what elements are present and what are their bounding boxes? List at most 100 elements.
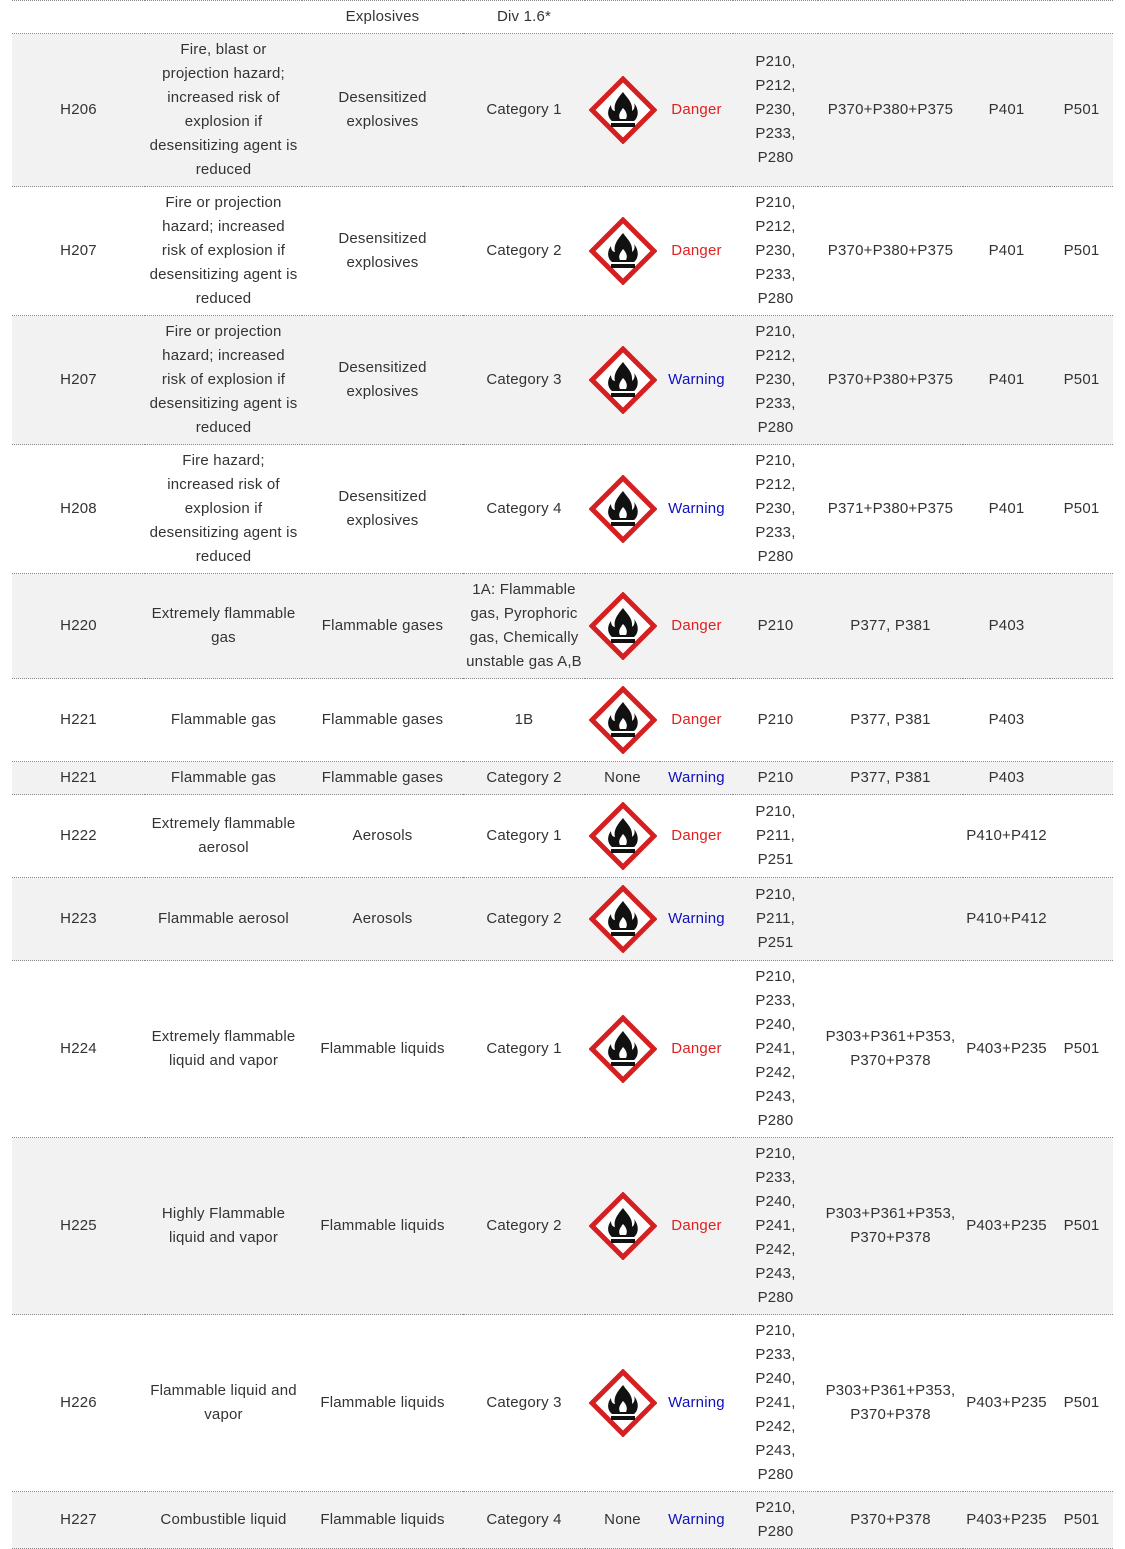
- disposal: P501: [1050, 186, 1113, 316]
- hazard-class: Flammable liquids: [302, 960, 463, 1138]
- flame-pictogram: [588, 802, 657, 870]
- hazard-code: H226: [12, 1314, 145, 1492]
- hazard-code: H208: [12, 444, 145, 574]
- response: [818, 0, 963, 34]
- table-row: H222 Extremely flammable aerosol Aerosols C…: [12, 794, 1113, 878]
- hazard-statement: Fire or projection hazard; increased ris…: [145, 186, 302, 316]
- disposal: P501: [1050, 1491, 1113, 1549]
- hazard-class: Explosives: [302, 0, 463, 34]
- pictogram: [585, 0, 660, 34]
- signal-word: Danger: [660, 794, 733, 878]
- hazard-class: Desensitized explosives: [302, 315, 463, 445]
- hazard-code: H220: [12, 573, 145, 679]
- prevention: P210, P212, P230, P233, P280: [733, 186, 818, 316]
- signal-word: Danger: [660, 960, 733, 1138]
- hazard-statement: Flammable aerosol: [145, 877, 302, 961]
- hazard-statement: Flammable gas: [145, 678, 302, 762]
- hazard-category: Category 1: [463, 794, 585, 878]
- hazard-category: 1A: Flammable gas, Pyrophoric gas, Chemi…: [463, 573, 585, 679]
- disposal: [1050, 678, 1113, 762]
- disposal: [1050, 794, 1113, 878]
- pictogram: [585, 444, 660, 574]
- hazard-class: Aerosols: [302, 794, 463, 878]
- pictogram: [585, 1314, 660, 1492]
- hazard-category: Category 2: [463, 1137, 585, 1315]
- prevention: P210, P212, P230, P233, P280: [733, 33, 818, 187]
- flame-pictogram: [588, 1369, 657, 1437]
- prevention: P210, P233, P240, P241, P242, P243, P280: [733, 960, 818, 1138]
- disposal: [1050, 0, 1113, 34]
- response: P370+P380+P375: [818, 33, 963, 187]
- signal-word: Warning: [660, 1491, 733, 1549]
- hazard-category: Category 4: [463, 444, 585, 574]
- prevention: P210, P211, P251: [733, 794, 818, 878]
- hazard-code: H222: [12, 794, 145, 878]
- hazard-code: [12, 0, 145, 34]
- storage: P403+P235: [963, 1491, 1050, 1549]
- prevention: P210: [733, 573, 818, 679]
- pictogram: [585, 877, 660, 961]
- pictogram: [585, 573, 660, 679]
- signal-word: Danger: [660, 678, 733, 762]
- hazard-statement: Extremely flammable liquid and vapor: [145, 960, 302, 1138]
- prevention: [733, 0, 818, 34]
- storage: P403+P235: [963, 960, 1050, 1138]
- pictogram: [585, 678, 660, 762]
- prevention: P210, P212, P230, P233, P280: [733, 315, 818, 445]
- hazard-statement: Extremely flammable gas: [145, 573, 302, 679]
- flame-pictogram: [588, 76, 657, 144]
- hazard-class: Aerosols: [302, 877, 463, 961]
- flame-pictogram: [588, 346, 657, 414]
- storage: P410+P412: [963, 877, 1050, 961]
- hazard-statement: Highly Flammable liquid and vapor: [145, 1137, 302, 1315]
- table-row: Explosives Div 1.6*: [12, 0, 1113, 34]
- hazard-code: H221: [12, 678, 145, 762]
- hazard-class: Desensitized explosives: [302, 186, 463, 316]
- hazard-category: Category 3: [463, 315, 585, 445]
- signal-word: Warning: [660, 1314, 733, 1492]
- flame-pictogram: [588, 592, 657, 660]
- storage: P403: [963, 761, 1050, 795]
- prevention: P210: [733, 678, 818, 762]
- prevention: P210: [733, 761, 818, 795]
- disposal: P501: [1050, 960, 1113, 1138]
- response: P377, P381: [818, 678, 963, 762]
- table-row: H224 Extremely flammable liquid and vapor…: [12, 960, 1113, 1138]
- pictogram: [585, 186, 660, 316]
- hazard-code: H225: [12, 1137, 145, 1315]
- hazard-code: H206: [12, 33, 145, 187]
- signal-word: Danger: [660, 573, 733, 679]
- signal-word: Warning: [660, 444, 733, 574]
- hazard-class: Desensitized explosives: [302, 33, 463, 187]
- hazard-category: Category 1: [463, 33, 585, 187]
- flame-pictogram: [588, 1015, 657, 1083]
- disposal: P501: [1050, 33, 1113, 187]
- hazard-class: Flammable gases: [302, 678, 463, 762]
- table-row: H220 Extremely flammable gas Flammable gas…: [12, 573, 1113, 679]
- table-row: H226 Flammable liquid and vapor Flammable …: [12, 1314, 1113, 1492]
- flame-pictogram: [588, 686, 657, 754]
- storage: P403: [963, 573, 1050, 679]
- storage: P401: [963, 315, 1050, 445]
- page: {"table": { "signal_colors": {"Danger": …: [12, 0, 1113, 1549]
- table-body: Explosives Div 1.6* H206 Fire, blast or pro…: [12, 0, 1113, 1549]
- disposal: P501: [1050, 1314, 1113, 1492]
- hazard-code: H227: [12, 1491, 145, 1549]
- storage: P403: [963, 678, 1050, 762]
- hazard-statement: Fire or projection hazard; increased ris…: [145, 315, 302, 445]
- disposal: P501: [1050, 444, 1113, 574]
- storage: P401: [963, 33, 1050, 187]
- hazard-category: Category 2: [463, 877, 585, 961]
- table-row: H221 Flammable gas Flammable gases 1B Danger…: [12, 678, 1113, 762]
- disposal: P501: [1050, 1137, 1113, 1315]
- prevention: P210, P211, P251: [733, 877, 818, 961]
- hazard-statement: Extremely flammable aerosol: [145, 794, 302, 878]
- hazard-code: H224: [12, 960, 145, 1138]
- hazard-code: H223: [12, 877, 145, 961]
- response: P303+P361+P353, P370+P378: [818, 960, 963, 1138]
- hazard-class: Flammable liquids: [302, 1137, 463, 1315]
- pictogram: [585, 33, 660, 187]
- response: P370+P378: [818, 1491, 963, 1549]
- prevention: P210, P280: [733, 1491, 818, 1549]
- hazard-class: Flammable gases: [302, 761, 463, 795]
